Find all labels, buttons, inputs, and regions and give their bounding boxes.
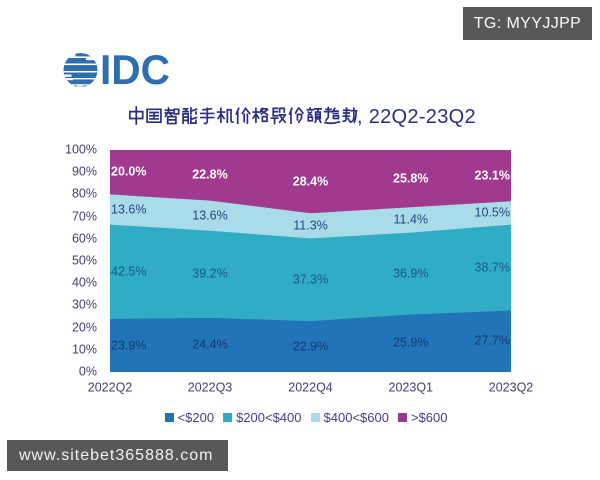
svg-text:IDC: IDC — [100, 48, 170, 90]
